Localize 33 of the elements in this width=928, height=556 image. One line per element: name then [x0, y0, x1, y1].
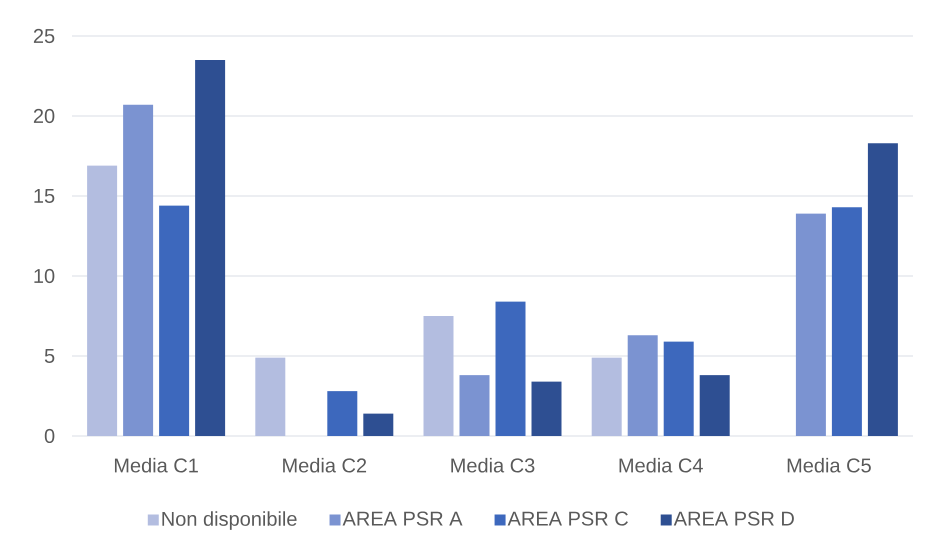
x-tick-label: Media C5	[788, 458, 871, 473]
bar	[159, 206, 190, 436]
bar	[592, 358, 622, 436]
bar	[832, 207, 862, 436]
bar	[460, 375, 490, 436]
y-tick-label: 0	[44, 428, 54, 444]
bar	[496, 302, 526, 436]
y-tick-label: 10	[34, 268, 54, 284]
x-tick-label: Media C3	[451, 458, 534, 473]
bar	[796, 214, 826, 436]
x-tick-label: Media C2	[283, 458, 366, 473]
bar	[868, 143, 898, 436]
y-tick-label: 15	[34, 189, 54, 203]
x-tick-label: Media C1	[114, 458, 198, 473]
y-tick-label: 5	[44, 349, 54, 363]
y-tick-label: 20	[34, 108, 54, 124]
legend-label: AREA PSR D	[674, 512, 794, 526]
bar	[87, 166, 118, 436]
bar	[195, 60, 226, 436]
bar	[123, 104, 154, 436]
x-tick-label: Media C4	[620, 458, 703, 473]
legend-label: AREA PSR C	[508, 512, 628, 526]
bar	[628, 335, 658, 436]
bar	[363, 414, 394, 436]
bar	[700, 375, 730, 436]
legend-label: Non disponibile	[162, 511, 297, 530]
bar	[532, 382, 562, 436]
bar	[424, 316, 454, 436]
legend-label: AREA PSR A	[342, 512, 463, 526]
bar	[327, 391, 358, 436]
y-tick-label: 25	[34, 28, 54, 44]
bar	[664, 342, 694, 436]
bar	[255, 358, 286, 436]
